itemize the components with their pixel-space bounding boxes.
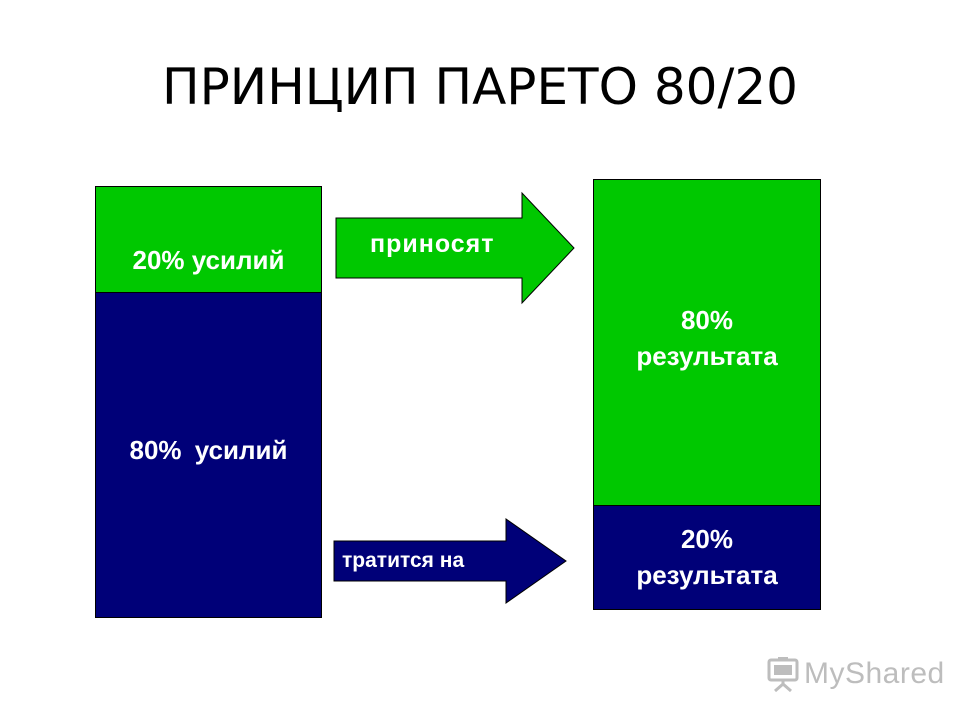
arrow-spent-on-label: тратится на [342, 549, 465, 572]
result-80-block: 80% результата [593, 179, 821, 506]
effort-20-label: 20% усилий [132, 244, 285, 275]
effort-80-label: 80% усилий [129, 435, 288, 466]
myshared-logo: MyShared [766, 655, 945, 693]
presentation-board-icon [767, 657, 799, 692]
arrow-spent-on: тратится на [333, 518, 567, 604]
arrow-brings-shape [335, 191, 575, 305]
effort-80-block: 80% усилий [95, 292, 322, 618]
slide-title: ПРИНЦИП ПАРЕТО 80/20 [162, 58, 798, 116]
result-20-block: 20% результата [593, 505, 821, 610]
arrow-brings-label: приносят [370, 230, 495, 258]
logo-text: MyShared [804, 657, 945, 690]
result-20-label: 20% результата [636, 524, 778, 590]
effort-20-block: 20% усилий [95, 186, 322, 293]
result-80-label: 80% результата [636, 305, 778, 371]
arrow-spent-on-shape [333, 518, 567, 604]
arrow-brings: приносят [335, 191, 575, 305]
